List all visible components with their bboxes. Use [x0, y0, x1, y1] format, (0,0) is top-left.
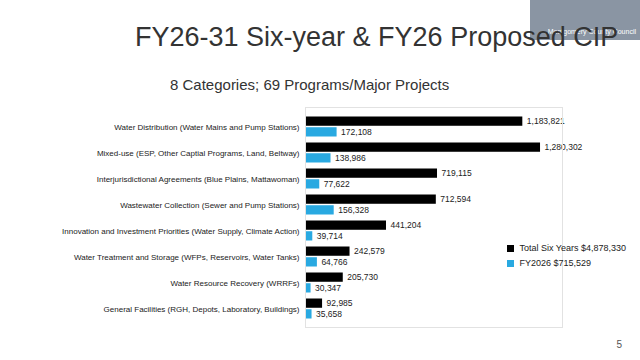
svg-text:719,115: 719,115	[442, 168, 472, 178]
html-text:Total Six Years $4,878,330: Total Six Years $4,878,330	[519, 243, 626, 253]
svg-text:Water Treatment and Storage (W: Water Treatment and Storage (WFPs, Reser…	[74, 253, 300, 262]
html-text:FY26-31 Six-year & FY26 Propos: FY26-31 Six-year & FY26 Proposed CIP	[135, 22, 619, 52]
svg-text:Water Resource Recovery (WRRFs: Water Resource Recovery (WRRFs)	[170, 279, 299, 288]
svg-text:Wastewater Collection (Sewer a: Wastewater Collection (Sewer and Pump St…	[120, 201, 300, 210]
svg-text:205,730: 205,730	[347, 272, 378, 282]
html-text:8 Categories; 69 Programs/Majo: 8 Categories; 69 Programs/Major Projects	[170, 76, 450, 93]
svg-text:Interjurisdictional Agreements: Interjurisdictional Agreements (Blue Pla…	[97, 175, 300, 184]
svg-text:138,986: 138,986	[335, 153, 366, 163]
svg-text:156,328: 156,328	[338, 205, 369, 215]
svg-text:77,622: 77,622	[324, 179, 350, 189]
svg-text:35,658: 35,658	[316, 309, 342, 319]
html-text:Montgomery County Council: Montgomery County Council	[547, 28, 636, 35]
svg-text:Mixed-use (ESP, Other Captial: Mixed-use (ESP, Other Captial Programs, …	[97, 149, 300, 158]
svg-text:1,280,302: 1,280,302	[545, 142, 583, 152]
svg-text:242,579: 242,579	[354, 246, 385, 256]
svg-text:General Facilities (RGH, Depot: General Facilities (RGH, Depots, Laborat…	[104, 305, 300, 314]
svg-text:39,714: 39,714	[317, 231, 343, 241]
html-text:FY2026 $715,529: FY2026 $715,529	[519, 258, 591, 268]
svg-text:64,766: 64,766	[321, 257, 347, 267]
svg-text:441,204: 441,204	[390, 220, 421, 230]
svg-text:1,183,821: 1,183,821	[527, 116, 565, 126]
svg-text:Water Distribution (Water Main: Water Distribution (Water Mains and Pump…	[114, 123, 300, 132]
svg-text:712,594: 712,594	[440, 194, 471, 204]
svg-text:Innovation and Investment Prio: Innovation and Investment Priorities (Wa…	[62, 227, 300, 236]
html-text:5: 5	[616, 339, 622, 350]
svg-text:30,347: 30,347	[315, 283, 341, 293]
svg-text:92,985: 92,985	[327, 298, 353, 308]
svg-text:172,108: 172,108	[341, 127, 372, 137]
